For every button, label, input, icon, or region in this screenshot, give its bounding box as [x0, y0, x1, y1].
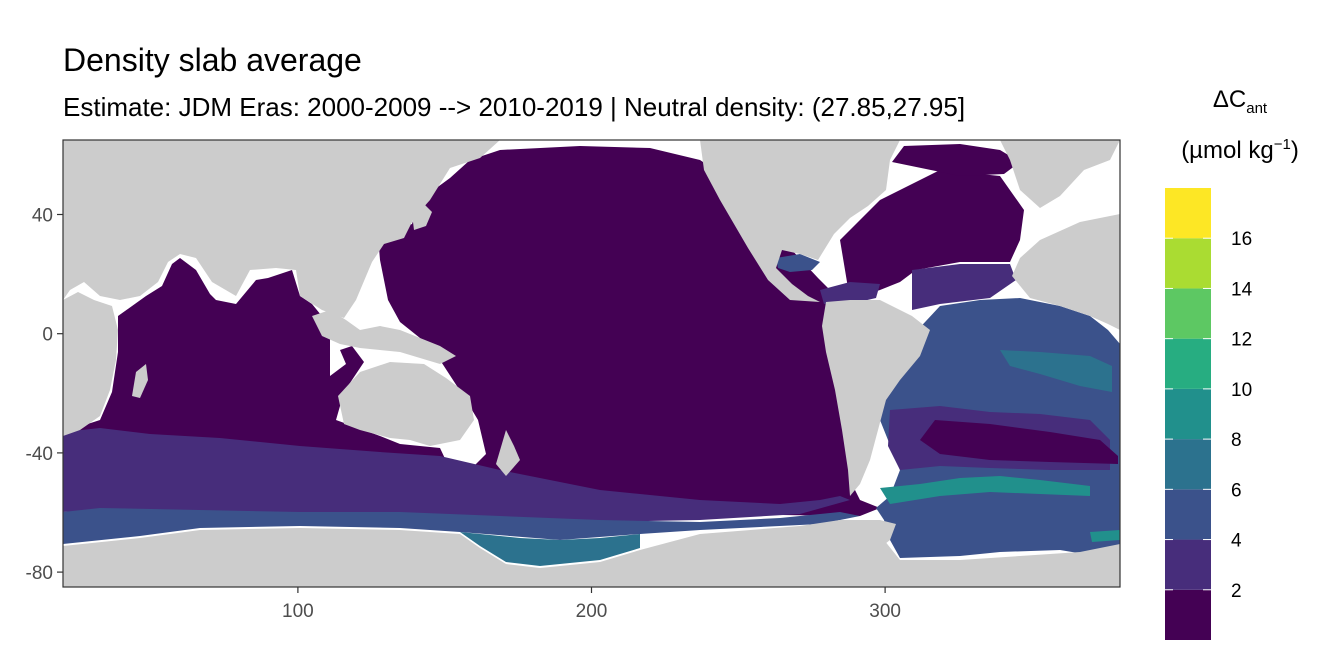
legend-tick-label: 4 — [1231, 531, 1242, 552]
legend-tick-label: 6 — [1231, 480, 1242, 501]
legend-unit-open: (µmol kg — [1181, 137, 1274, 164]
north-atlantic-band-2 — [912, 264, 1016, 310]
legend-colorbar: 2 4 6 8 10 12 14 16 — [1165, 188, 1253, 640]
legend-unit-close: ) — [1290, 137, 1299, 164]
acc-atlantic-band-5 — [880, 476, 1090, 504]
madagascar-land — [132, 364, 148, 398]
legend-title-sub: ant — [1246, 99, 1268, 117]
southern-ocean-band-1 — [63, 428, 850, 522]
map-title: Density slab average — [63, 42, 362, 78]
weddell-sea-field — [1090, 530, 1120, 542]
x-tick-label: 100 — [282, 601, 314, 622]
legend-bin — [1165, 338, 1211, 389]
y-tick-label: 40 — [32, 206, 53, 227]
x-tick-label: 200 — [576, 601, 608, 622]
europe-land — [1012, 214, 1120, 330]
y-tick-label: -40 — [26, 444, 53, 465]
antarctic-peninsula-land — [880, 520, 896, 548]
legend-bin — [1165, 439, 1211, 490]
antarctica-land — [63, 520, 1120, 587]
maritime-continent-land — [312, 310, 456, 364]
ross-sea-field — [460, 532, 640, 566]
legend-bin — [1165, 238, 1211, 289]
legend-unit-sup: −1 — [1273, 136, 1291, 153]
legend-bin — [1165, 539, 1211, 590]
south-america-land — [822, 300, 930, 496]
eurasia-land — [63, 140, 500, 318]
map-panel — [63, 140, 1120, 587]
legend-tick-label: 8 — [1231, 430, 1242, 451]
japan-land — [412, 204, 432, 230]
southern-ocean-band-2 — [63, 508, 860, 544]
south-atlantic-band-4 — [1000, 350, 1112, 392]
labrador-sea-field — [892, 144, 1020, 176]
legend-bin — [1165, 489, 1211, 540]
legend-tick-label: 12 — [1231, 330, 1252, 351]
south-atlantic-band-1 — [920, 420, 1118, 464]
legend-bin — [1165, 288, 1211, 339]
legend-bin — [1165, 388, 1211, 440]
atlantic-ocean-field — [840, 170, 1024, 300]
australia-land — [338, 362, 474, 446]
legend-bin — [1165, 188, 1211, 239]
x-tick-label: 300 — [869, 601, 901, 622]
legend-tick-label: 10 — [1231, 380, 1252, 401]
legend-tick-label: 16 — [1231, 229, 1252, 250]
legend-title: ΔCant — [1150, 86, 1330, 117]
new-zealand-land — [496, 430, 520, 476]
legend-tick-label: 14 — [1231, 279, 1253, 300]
caribbean-field — [776, 254, 820, 272]
legend-bin — [1165, 589, 1211, 640]
legend-title-main: ΔC — [1212, 86, 1247, 113]
y-tick-label: 0 — [42, 325, 53, 346]
y-tick-label: -80 — [26, 563, 53, 584]
north-america-land — [700, 140, 900, 302]
greenland-land — [1000, 140, 1120, 208]
gulf-field — [820, 282, 880, 304]
indian-ocean-field — [63, 258, 448, 470]
legend-tick-label: 2 — [1231, 581, 1242, 602]
africa-land — [63, 292, 118, 436]
map-subtitle: Estimate: JDM Eras: 2000-2009 --> 2010-2… — [63, 92, 966, 122]
legend-unit: (µmol kg−1) — [1150, 136, 1330, 165]
